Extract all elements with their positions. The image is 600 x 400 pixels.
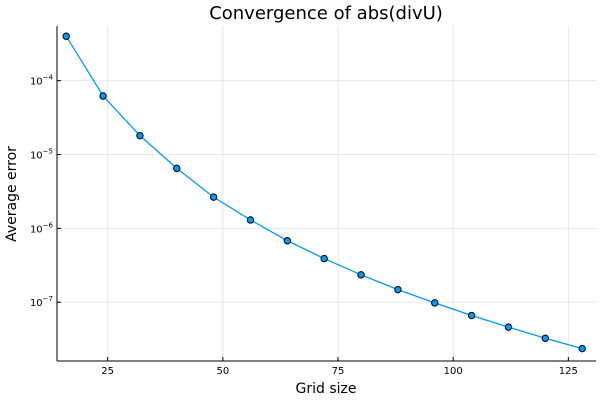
x-tick-label: 25 [101,366,114,377]
y-tick-labels: 10−7 10−6 10−5 10−4 [30,74,61,309]
data-point [283,237,292,245]
data-point [320,254,328,263]
x-tick-label: 50 [216,366,229,377]
data-point [136,131,144,140]
y-tick-label: 10−7 [30,295,53,309]
x-axis-title: Grid size [296,381,357,397]
y-tick-label: 10−6 [30,221,54,235]
x-tick-label: 75 [332,366,345,377]
y-tick-label: 10−4 [30,74,54,88]
data-point [394,285,402,294]
data-point [62,32,70,40]
series [62,32,586,353]
axes [56,26,596,362]
chart-title: Convergence of abs(divU) [209,3,443,24]
data-point [467,311,476,320]
data-point [357,271,365,279]
y-axis-title: Average error [4,146,20,242]
x-tick-label: 100 [444,366,463,377]
data-point [246,216,255,224]
x-tick-label: 125 [559,366,578,377]
data-point [209,193,218,201]
data-point [99,92,107,100]
y-tick-label: 10−5 [30,148,53,162]
x-tick-labels: 25 50 75 100 125 [101,357,578,377]
data-point [504,323,513,331]
grid [57,26,596,361]
data-point [578,344,586,353]
data-point [431,299,439,307]
data-point [173,164,181,173]
data-point [541,334,550,342]
